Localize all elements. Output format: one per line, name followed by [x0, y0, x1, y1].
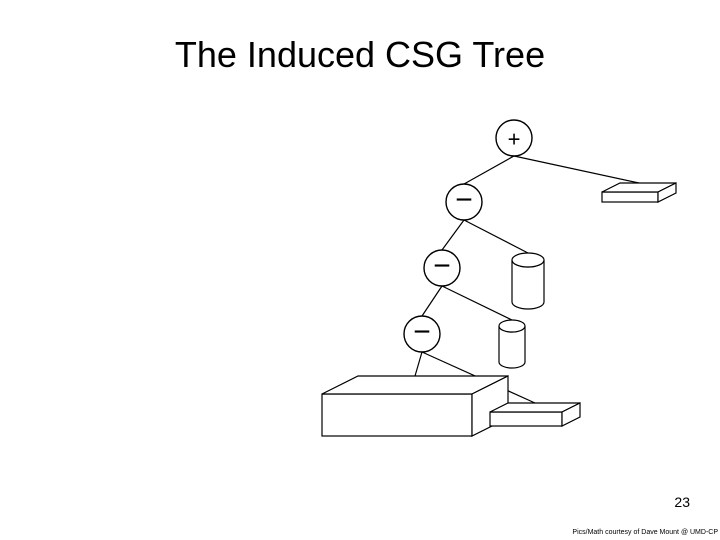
plus-icon: + [508, 127, 521, 152]
op-node: − [446, 184, 482, 221]
slab-shape [602, 183, 676, 202]
tree-edge [464, 220, 528, 253]
tree-edge [415, 352, 422, 376]
op-node: − [404, 316, 440, 353]
page-number: 23 [660, 494, 690, 510]
minus-icon: − [413, 316, 431, 349]
tree-edge [464, 156, 514, 184]
csg-tree-diagram: +−−− [280, 110, 700, 470]
cylinder-shape [512, 253, 544, 309]
box-shape [490, 403, 580, 426]
cylinder-shape [499, 320, 525, 368]
op-node: + [496, 120, 532, 156]
tree-edge [422, 286, 442, 316]
minus-icon: − [455, 184, 473, 217]
tree-edge [442, 286, 512, 320]
box-shape [322, 376, 508, 436]
minus-icon: − [433, 250, 451, 283]
op-node: − [424, 250, 460, 287]
tree-edge [514, 156, 639, 183]
tree-edge [442, 220, 464, 250]
nodes: +−−− [322, 120, 676, 436]
credit-line: Pics/Math courtesy of Dave Mount @ UMD-C… [0, 529, 718, 536]
page-title: The Induced CSG Tree [0, 34, 720, 76]
